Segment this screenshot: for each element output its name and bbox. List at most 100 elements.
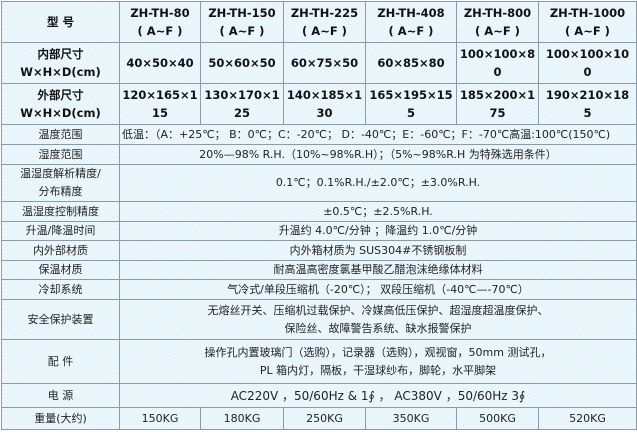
cell-text: 75 bbox=[489, 106, 506, 120]
cell-text: 内部尺寸 bbox=[37, 47, 84, 61]
cell-text: ( A~F ) bbox=[388, 24, 434, 38]
spec-row: 温湿度解析精度/分布精度 0.1℃；0.1%R.H./±2.0℃；±3.0%R.H… bbox=[1, 164, 637, 202]
cell-text: 5 bbox=[406, 106, 415, 120]
inner-size-value: 40×50×40 bbox=[119, 42, 201, 84]
spec-label: 配 件 bbox=[1, 339, 120, 384]
model-label: 型 号 bbox=[1, 1, 120, 43]
spec-row: 温湿度控制精度 ±0.5℃；±2.5%R.H. bbox=[1, 201, 637, 222]
spec-row: 保温材质 耐高温高密度氯基甲酸乙醋泡沫绝缘体材料 bbox=[1, 260, 637, 280]
spec-value: 20%—98% R.H.（10%~98%R.H）；（5%~98%R.H 为特殊选… bbox=[119, 144, 637, 165]
cell-text: 185×200×1 bbox=[459, 88, 536, 102]
spec-value: 升温约 4.0℃/分钟 ；降温约 1.0℃/分钟 bbox=[119, 221, 637, 241]
model-name: ZH-TH-225 ( A~F ) bbox=[283, 1, 366, 43]
inner-size-value: 60×75×50 bbox=[283, 42, 366, 84]
cell-text: 190×210×18 bbox=[545, 88, 630, 102]
spec-value: 操作孔内置玻璃门（选购），记录器（选购），观视窗，50mm 测试孔， PL 箱内灯… bbox=[119, 339, 637, 384]
outer-size-row: 外部尺寸 W×H×D(cm) 120×165×1 15 130×170×1 25 140×1… bbox=[1, 83, 637, 125]
cell-text: 保温材质 bbox=[38, 263, 83, 276]
spec-row: 安全保护装置 无熔丝开关、压缩机过载保护、冷媒高低压保护、超湿度超温度保护、 保险丝… bbox=[1, 299, 637, 340]
cell-text: AC220V ，50/60Hz & 1∮ ， AC380V ，50/60Hz 3… bbox=[230, 388, 526, 403]
cell-text: 型 号 bbox=[46, 15, 74, 29]
cell-text: 升温/降温时间 bbox=[25, 224, 96, 237]
cell-text: ( A~F ) bbox=[475, 24, 520, 38]
cell-text: 60×75×50 bbox=[290, 56, 359, 70]
cell-text: ( A~F ) bbox=[137, 24, 183, 38]
cell-text: 温湿度控制精度 bbox=[22, 204, 99, 218]
cell-text: 湿度范围 bbox=[38, 147, 83, 161]
cell-text: 配 件 bbox=[47, 354, 74, 368]
model-name: ZH-TH-150 ( A~F ) bbox=[200, 1, 284, 43]
spec-label: 湿度范围 bbox=[1, 144, 120, 165]
outer-size-value: 140×185×1 30 bbox=[283, 83, 366, 125]
cell-text: 180KG bbox=[223, 411, 261, 425]
cell-text: ZH-TH-800 bbox=[463, 6, 532, 20]
cell-text: 25 bbox=[233, 106, 250, 120]
cell-text: 重量(大约) bbox=[34, 411, 87, 425]
spec-value: 耐高温高密度氯基甲酸乙醋泡沫绝缘体材料 bbox=[119, 260, 637, 280]
cell-text: 温湿度解析精度/ bbox=[20, 167, 101, 180]
cell-text: 350KG bbox=[392, 411, 430, 425]
spec-row: 电 源 AC220V ，50/60Hz & 1∮ ， AC380V ，50/60H… bbox=[1, 383, 637, 408]
spec-row: 升温/降温时间 升温约 4.0℃/分钟 ；降温约 1.0℃/分钟 bbox=[1, 221, 637, 241]
cell-text: 140×185×1 bbox=[286, 88, 363, 102]
inner-size-value: 100×100×10 0 bbox=[538, 42, 637, 84]
spec-label: 温湿度解析精度/分布精度 bbox=[1, 164, 120, 202]
cell-text: PL 箱内灯，隔板，干湿球纱布，脚轮，水平脚架 bbox=[259, 363, 497, 377]
outer-size-value: 190×210×18 5 bbox=[538, 83, 637, 125]
cell-text: ( A~F ) bbox=[565, 24, 610, 38]
outer-size-value: 165×195×15 5 bbox=[365, 83, 457, 125]
spec-row: 配 件 操作孔内置玻璃门（选购），记录器（选购），观视窗，50mm 测试孔， PL … bbox=[1, 339, 637, 384]
spec-label: 保温材质 bbox=[1, 260, 120, 280]
spec-label: 内外部材质 bbox=[1, 240, 120, 261]
cell-text: ZH-TH-225 bbox=[290, 6, 359, 20]
cell-text: 无熔丝开关、压缩机过载保护、冷媒高低压保护、超湿度超温度保护、 bbox=[207, 303, 549, 317]
model-name: ZH-TH-1000 ( A~F ) bbox=[538, 1, 637, 43]
spec-label: 升温/降温时间 bbox=[1, 221, 120, 241]
spec-value: AC220V ，50/60Hz & 1∮ ， AC380V ，50/60Hz 3… bbox=[119, 383, 637, 408]
cell-text: W×H×D(cm) bbox=[20, 106, 101, 120]
spec-value: 低温：（A：+25℃； B：0℃；C：-20℃； D：-40℃；E：-60℃；F… bbox=[119, 124, 637, 145]
cell-text: ZH-TH-80 bbox=[130, 6, 190, 20]
inner-size-value: 60×85×80 bbox=[365, 42, 457, 84]
cell-text: 50×60×50 bbox=[208, 56, 276, 70]
weight-value: 150KG bbox=[119, 407, 201, 430]
model-name: ZH-TH-800 ( A~F ) bbox=[456, 1, 539, 43]
cell-text: 500KG bbox=[479, 411, 516, 425]
model-name: ZH-TH-80 ( A~F ) bbox=[119, 1, 201, 43]
cell-text: 520KG bbox=[569, 411, 606, 425]
cell-text: 电 源 bbox=[47, 388, 74, 402]
spec-label: 温度范围 bbox=[1, 124, 120, 145]
spec-value: 0.1℃；0.1%R.H./±2.0℃；±3.0%R.H. bbox=[119, 164, 637, 202]
spec-table: 型 号 ZH-TH-80( A~F ) ZH-TH-150( A~F ) ZH-TH-… bbox=[1, 1, 637, 430]
cell-text: 耐高温高密度氯基甲酸乙醋泡沫绝缘体材料 bbox=[273, 263, 483, 276]
weight-value: 180KG bbox=[200, 407, 284, 430]
inner-size-value: 100×100×8 0 bbox=[456, 42, 539, 84]
spec-row: 冷却系统 气冷式/单段压缩机（-20℃）； 双段压缩机（-40℃—-70℃） bbox=[1, 279, 637, 300]
cell-text: 0 bbox=[583, 65, 592, 79]
inner-size-value: 50×60×50 bbox=[200, 42, 284, 84]
cell-text: 外部尺寸 bbox=[37, 88, 84, 102]
cell-text: 150KG bbox=[141, 411, 179, 425]
cell-text: 0 bbox=[493, 65, 502, 79]
weight-row: 重量(大约) 150KG 180KG 250KG 350KG 500KG 520KG bbox=[1, 407, 637, 430]
cell-text: 5 bbox=[583, 106, 592, 120]
cell-text: 分布精度 bbox=[38, 185, 83, 198]
spec-label: 冷却系统 bbox=[1, 279, 120, 300]
weight-value: 520KG bbox=[538, 407, 637, 430]
spec-value: 内外箱材质为 SUS304#不锈钢板制 bbox=[119, 240, 637, 261]
cell-text: 130×170×1 bbox=[204, 88, 280, 102]
cell-text: 40×50×40 bbox=[126, 56, 194, 70]
cell-text: 250KG bbox=[306, 411, 343, 425]
spec-label: 温湿度控制精度 bbox=[1, 201, 120, 222]
cell-text: 气冷式/单段压缩机（-20℃）； 双段压缩机（-40℃—-70℃） bbox=[227, 282, 529, 296]
inner-size-row: 内部尺寸 W×H×D(cm) 40×50×40 50×60×50 60×75×50 60×… bbox=[1, 42, 637, 84]
cell-text: 内外部材质 bbox=[33, 243, 88, 257]
weight-value: 250KG bbox=[283, 407, 366, 430]
cell-text: ZH-TH-150 bbox=[208, 6, 276, 20]
inner-size-label: 内部尺寸 W×H×D(cm) bbox=[1, 42, 120, 84]
cell-text: 安全保护装置 bbox=[27, 312, 94, 326]
cell-text: 15 bbox=[151, 106, 168, 120]
cell-text: 保险丝、故障警告系统、缺水报警保护 bbox=[284, 321, 472, 335]
outer-size-value: 130×170×1 25 bbox=[200, 83, 284, 125]
weight-value: 350KG bbox=[365, 407, 457, 430]
